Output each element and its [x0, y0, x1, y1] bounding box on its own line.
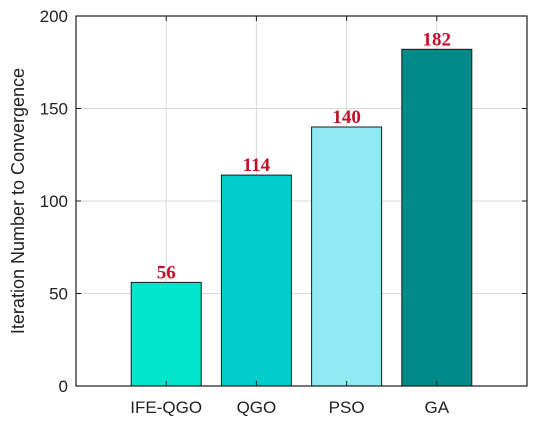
y-tick-label: 150 [40, 100, 68, 119]
y-tick-label: 0 [59, 377, 68, 396]
y-axis-title: Iteration Number to Convergence [8, 68, 28, 334]
bar-pso [311, 126, 383, 387]
data-label-qgo: 114 [243, 155, 271, 176]
data-label-ga: 182 [423, 29, 452, 50]
y-tick-label: 50 [49, 285, 68, 304]
x-tick-label-pso: PSO [329, 398, 365, 417]
x-tick-label-qgo: QGO [237, 398, 277, 417]
bar-ga [401, 48, 473, 387]
bar-ife-qgo [130, 281, 202, 387]
x-tick-label-ga: GA [425, 398, 450, 417]
x-tick-label-ife-qgo: IFE-QGO [130, 398, 202, 417]
data-label-layer: 56 114 140 182 [157, 29, 451, 283]
y-tick-label: 200 [40, 7, 68, 26]
data-label-pso: 140 [332, 107, 361, 128]
bar-qgo [220, 174, 292, 387]
axis-layer: 0 50 100 150 200 IFE-QGO QGO PSO GA [40, 7, 528, 417]
y-tick-label: 100 [40, 192, 68, 211]
bar-layer [130, 48, 473, 387]
data-label-ife-qgo: 56 [157, 262, 176, 283]
